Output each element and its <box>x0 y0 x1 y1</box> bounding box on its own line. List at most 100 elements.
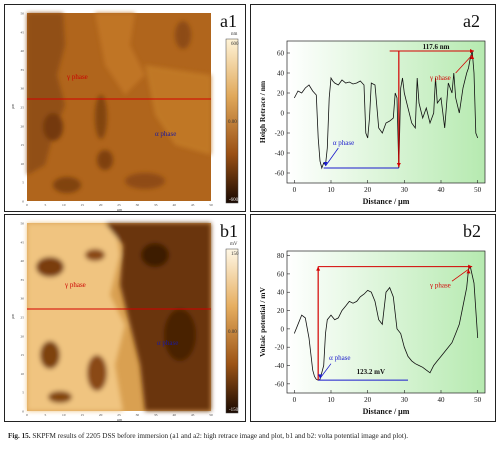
x-tick-label: 30 <box>136 203 140 207</box>
y-tick-label: 40 <box>277 289 285 297</box>
x-tick-label: 10 <box>328 396 336 404</box>
gamma-phase-label: γ phase <box>64 281 86 289</box>
colorbar-mid-a1: 0.00 <box>228 120 237 125</box>
y-axis-label: Voltaic potential / mV <box>258 286 267 357</box>
y-tick-label: 20 <box>21 124 25 128</box>
alpha-phase-label: α phase <box>155 130 176 138</box>
y-tick-label: -60 <box>275 170 285 178</box>
arrow-head <box>316 266 321 271</box>
height-chart-a2: 0 10 20 30 40 50 -60 -40 -20 0 20 40 60 Distance / μm… <box>258 11 486 206</box>
y-tick-label: -40 <box>275 362 285 370</box>
panel-label-b1: b1 <box>220 221 238 241</box>
y-tick-label: 45 <box>21 240 25 244</box>
colorbar-unit-b1: mV <box>230 242 238 247</box>
y-tick-label: 0 <box>22 200 24 204</box>
x-axis-ticks-b1: 0 5 10 15 20 25 30 35 40 45 50 <box>26 413 213 417</box>
x-tick-label: 40 <box>438 186 446 194</box>
colorbar-min-a1: -600 <box>229 198 239 203</box>
panel-a2: 0 10 20 30 40 50 -60 -40 -20 0 20 40 60 Distance / μm… <box>250 4 496 212</box>
y-axis-unit-b1: μm <box>10 313 15 319</box>
panel-label-a2: a2 <box>463 11 480 31</box>
y-tick-label: 15 <box>21 143 25 147</box>
y-tick-label: 60 <box>277 270 285 278</box>
x-tick-label: 5 <box>45 203 47 207</box>
afm-image-a1 <box>27 13 211 201</box>
y-tick-label: 10 <box>21 162 25 166</box>
arrow-head <box>470 49 474 53</box>
x-tick-label: 50 <box>474 186 482 194</box>
caption-text: SKPFM results of 2205 DSS before immersi… <box>32 432 409 440</box>
gamma-phase-label: γ phase <box>429 74 451 82</box>
x-tick-label: 40 <box>172 413 176 417</box>
potential-chart-b2: 0 10 20 30 40 50 -60 -40 -20 0 20 40 60 80 Distance / … <box>258 221 486 416</box>
panel-label-a1: a1 <box>220 11 237 31</box>
y-tick-label: 35 <box>21 68 25 72</box>
y-axis-label: Heigh Retrace / nm <box>258 80 267 143</box>
y-tick-label: 0 <box>281 110 285 118</box>
x-tick-label: 20 <box>99 203 103 207</box>
x-tick-label: 0 <box>26 413 28 417</box>
x-tick-label: 30 <box>401 396 409 404</box>
x-tick-label: 10 <box>62 203 66 207</box>
x-tick-label: 5 <box>45 413 47 417</box>
y-tick-label: 40 <box>277 70 285 78</box>
plot-area: 0 10 20 30 40 50 -60 -40 -20 0 20 40 60 80 Distance / … <box>258 250 486 416</box>
x-tick-label: 25 <box>117 203 121 207</box>
arrow-head <box>466 269 471 274</box>
y-tick-label: 0 <box>22 410 24 414</box>
y-tick-label: -60 <box>275 380 285 388</box>
y-tick-label: -40 <box>275 150 285 158</box>
y-tick-label: 5 <box>22 181 24 185</box>
panel-label-b2: b2 <box>463 221 481 241</box>
colorbar-min-b1: -150 <box>229 408 239 413</box>
y-tick-label: 10 <box>21 372 25 376</box>
y-axis-unit-a1: μm <box>10 103 15 109</box>
y-tick-label: 40 <box>21 259 25 263</box>
x-tick-label: 25 <box>117 413 121 417</box>
gamma-phase-label: γ phase <box>429 282 451 290</box>
arrow-head <box>318 374 322 379</box>
y-tick-label: 35 <box>21 278 25 282</box>
y-tick-label: 30 <box>21 297 25 301</box>
kpfm-image-b1 <box>27 223 211 411</box>
x-tick-label: 0 <box>293 396 297 404</box>
x-tick-label: 45 <box>191 203 195 207</box>
y-tick-label: 50 <box>21 12 25 16</box>
x-tick-label: 15 <box>80 413 84 417</box>
x-tick-label: 10 <box>328 186 336 194</box>
y-tick-label: 0 <box>281 325 285 333</box>
x-tick-label: 50 <box>474 396 482 404</box>
height-difference-value: 117.6 nm <box>423 43 450 51</box>
arrow-head <box>323 162 328 166</box>
arrow-head <box>470 55 475 59</box>
y-axis-ticks-a1: 0 5 10 15 20 25 30 35 40 45 50 <box>21 12 25 204</box>
x-axis-label: Distance / μm <box>363 407 410 416</box>
colorbar-max-b1: 150 <box>231 252 239 257</box>
x-tick-label: 0 <box>26 203 28 207</box>
x-axis-ticks-a1: 0 5 10 15 20 25 30 35 40 45 50 <box>26 203 213 207</box>
x-tick-label: 40 <box>172 203 176 207</box>
alpha-phase-label: α phase <box>329 354 350 362</box>
colorbar-max-a1: 600 <box>231 42 239 47</box>
panel-b2: 0 10 20 30 40 50 -60 -40 -20 0 20 40 60 80 Distance / … <box>250 214 496 422</box>
y-tick-label: 80 <box>277 252 285 260</box>
x-tick-label: 40 <box>438 396 446 404</box>
gamma-arrow <box>451 268 469 282</box>
x-tick-label: 50 <box>209 203 213 207</box>
x-axis-unit-b1: μm <box>117 417 123 422</box>
x-tick-label: 20 <box>364 186 372 194</box>
x-axis-label: Distance / μm <box>363 197 410 206</box>
y-tick-label: 50 <box>21 222 25 226</box>
caption-prefix: Fig. 15. <box>8 432 31 440</box>
y-tick-label: 30 <box>21 87 25 91</box>
colorbar-unit-a1: nm <box>231 32 238 37</box>
y-tick-label: -20 <box>275 344 285 352</box>
x-tick-label: 20 <box>99 413 103 417</box>
potential-difference-value: 123.2 mV <box>357 368 385 376</box>
colorbar-a1: nm 600 0.00 -600 <box>225 32 239 204</box>
y-tick-label: 60 <box>277 50 285 58</box>
y-tick-label: 5 <box>22 391 24 395</box>
y-tick-label: 25 <box>21 106 25 110</box>
y-tick-label: 20 <box>277 90 285 98</box>
x-tick-label: 30 <box>136 413 140 417</box>
